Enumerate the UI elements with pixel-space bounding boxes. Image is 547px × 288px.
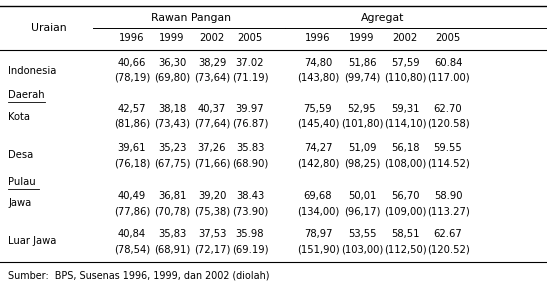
Text: Desa: Desa xyxy=(8,151,33,160)
Text: 35,23: 35,23 xyxy=(158,143,186,153)
Text: (143,80): (143,80) xyxy=(297,73,339,83)
Text: 69,68: 69,68 xyxy=(304,191,332,201)
Text: 38,18: 38,18 xyxy=(158,104,186,114)
Text: 37.02: 37.02 xyxy=(236,58,264,68)
Text: (78,19): (78,19) xyxy=(114,73,150,83)
Text: (99,74): (99,74) xyxy=(344,73,380,83)
Text: (72,17): (72,17) xyxy=(194,244,230,254)
Text: 78,97: 78,97 xyxy=(304,229,332,239)
Text: (101,80): (101,80) xyxy=(341,119,383,129)
Text: (69,80): (69,80) xyxy=(154,73,190,83)
Text: Pulau: Pulau xyxy=(8,177,36,187)
Text: (96,17): (96,17) xyxy=(344,206,380,216)
Text: (67,75): (67,75) xyxy=(154,158,190,168)
Text: (69.19): (69.19) xyxy=(232,244,268,254)
Text: (114.52): (114.52) xyxy=(427,158,469,168)
Text: 39,20: 39,20 xyxy=(198,191,226,201)
Text: (75,38): (75,38) xyxy=(194,206,230,216)
Text: (73,43): (73,43) xyxy=(154,119,190,129)
Text: 51,86: 51,86 xyxy=(348,58,376,68)
Text: 51,09: 51,09 xyxy=(348,143,376,153)
Text: 52,95: 52,95 xyxy=(348,104,376,114)
Text: (76,18): (76,18) xyxy=(114,158,150,168)
Text: 56,18: 56,18 xyxy=(391,143,419,153)
Text: (70,78): (70,78) xyxy=(154,206,190,216)
Text: 62.70: 62.70 xyxy=(434,104,462,114)
Text: 1999: 1999 xyxy=(349,33,375,43)
Text: 39,61: 39,61 xyxy=(118,143,146,153)
Text: (81,86): (81,86) xyxy=(114,119,150,129)
Text: 74,80: 74,80 xyxy=(304,58,332,68)
Text: 38,29: 38,29 xyxy=(198,58,226,68)
Text: (120.58): (120.58) xyxy=(427,119,469,129)
Text: 40,37: 40,37 xyxy=(198,104,226,114)
Text: 58.90: 58.90 xyxy=(434,191,462,201)
Text: 38.43: 38.43 xyxy=(236,191,264,201)
Text: 50,01: 50,01 xyxy=(348,191,376,201)
Text: Luar Jawa: Luar Jawa xyxy=(8,236,56,247)
Text: 59.55: 59.55 xyxy=(434,143,462,153)
Text: (109,00): (109,00) xyxy=(384,206,426,216)
Text: 59,31: 59,31 xyxy=(391,104,419,114)
Text: (73.90): (73.90) xyxy=(232,206,268,216)
Text: (71,66): (71,66) xyxy=(194,158,230,168)
Text: (77,64): (77,64) xyxy=(194,119,230,129)
Text: (110,80): (110,80) xyxy=(384,73,426,83)
Text: (77,86): (77,86) xyxy=(114,206,150,216)
Text: 35,83: 35,83 xyxy=(158,229,186,239)
Text: 37,26: 37,26 xyxy=(198,143,226,153)
Text: (112,50): (112,50) xyxy=(383,244,426,254)
Text: 56,70: 56,70 xyxy=(391,191,419,201)
Text: Jawa: Jawa xyxy=(8,198,31,209)
Text: Agregat: Agregat xyxy=(362,13,405,23)
Text: (145,40): (145,40) xyxy=(297,119,339,129)
Text: (142,80): (142,80) xyxy=(297,158,339,168)
Text: (103,00): (103,00) xyxy=(341,244,383,254)
Text: 40,66: 40,66 xyxy=(118,58,146,68)
Text: 42,57: 42,57 xyxy=(118,104,146,114)
Text: (78,54): (78,54) xyxy=(114,244,150,254)
Text: 40,84: 40,84 xyxy=(118,229,146,239)
Text: 2005: 2005 xyxy=(435,33,461,43)
Text: 53,55: 53,55 xyxy=(348,229,376,239)
Text: (114,10): (114,10) xyxy=(384,119,426,129)
Text: 37,53: 37,53 xyxy=(198,229,226,239)
Text: 62.67: 62.67 xyxy=(434,229,462,239)
Text: 2005: 2005 xyxy=(237,33,263,43)
Text: Indonesia: Indonesia xyxy=(8,65,56,75)
Text: (113.27): (113.27) xyxy=(427,206,469,216)
Text: (76.87): (76.87) xyxy=(232,119,268,129)
Text: 74,27: 74,27 xyxy=(304,143,332,153)
Text: 75,59: 75,59 xyxy=(304,104,333,114)
Text: (68.90): (68.90) xyxy=(232,158,268,168)
Text: 1996: 1996 xyxy=(305,33,331,43)
Text: (98,25): (98,25) xyxy=(344,158,380,168)
Text: 39.97: 39.97 xyxy=(236,104,264,114)
Text: 36,30: 36,30 xyxy=(158,58,186,68)
Text: (68,91): (68,91) xyxy=(154,244,190,254)
Text: (117.00): (117.00) xyxy=(427,73,469,83)
Text: Kota: Kota xyxy=(8,111,30,122)
Text: Daerah: Daerah xyxy=(8,90,45,100)
Text: 36,81: 36,81 xyxy=(158,191,186,201)
Text: 58,51: 58,51 xyxy=(391,229,419,239)
Text: 35.98: 35.98 xyxy=(236,229,264,239)
Text: Rawan Pangan: Rawan Pangan xyxy=(151,13,231,23)
Text: 57,59: 57,59 xyxy=(391,58,420,68)
Text: 1996: 1996 xyxy=(119,33,145,43)
Text: 1999: 1999 xyxy=(159,33,185,43)
Text: 2002: 2002 xyxy=(392,33,417,43)
Text: 40,49: 40,49 xyxy=(118,191,146,201)
Text: (120.52): (120.52) xyxy=(427,244,469,254)
Text: Uraian: Uraian xyxy=(31,23,67,33)
Text: 2002: 2002 xyxy=(199,33,225,43)
Text: 35.83: 35.83 xyxy=(236,143,264,153)
Text: (134,00): (134,00) xyxy=(297,206,339,216)
Text: Sumber:  BPS, Susenas 1996, 1999, dan 2002 (diolah): Sumber: BPS, Susenas 1996, 1999, dan 200… xyxy=(8,271,270,281)
Text: (73,64): (73,64) xyxy=(194,73,230,83)
Text: 60.84: 60.84 xyxy=(434,58,462,68)
Text: (108,00): (108,00) xyxy=(384,158,426,168)
Text: (151,90): (151,90) xyxy=(296,244,339,254)
Text: (71.19): (71.19) xyxy=(232,73,268,83)
